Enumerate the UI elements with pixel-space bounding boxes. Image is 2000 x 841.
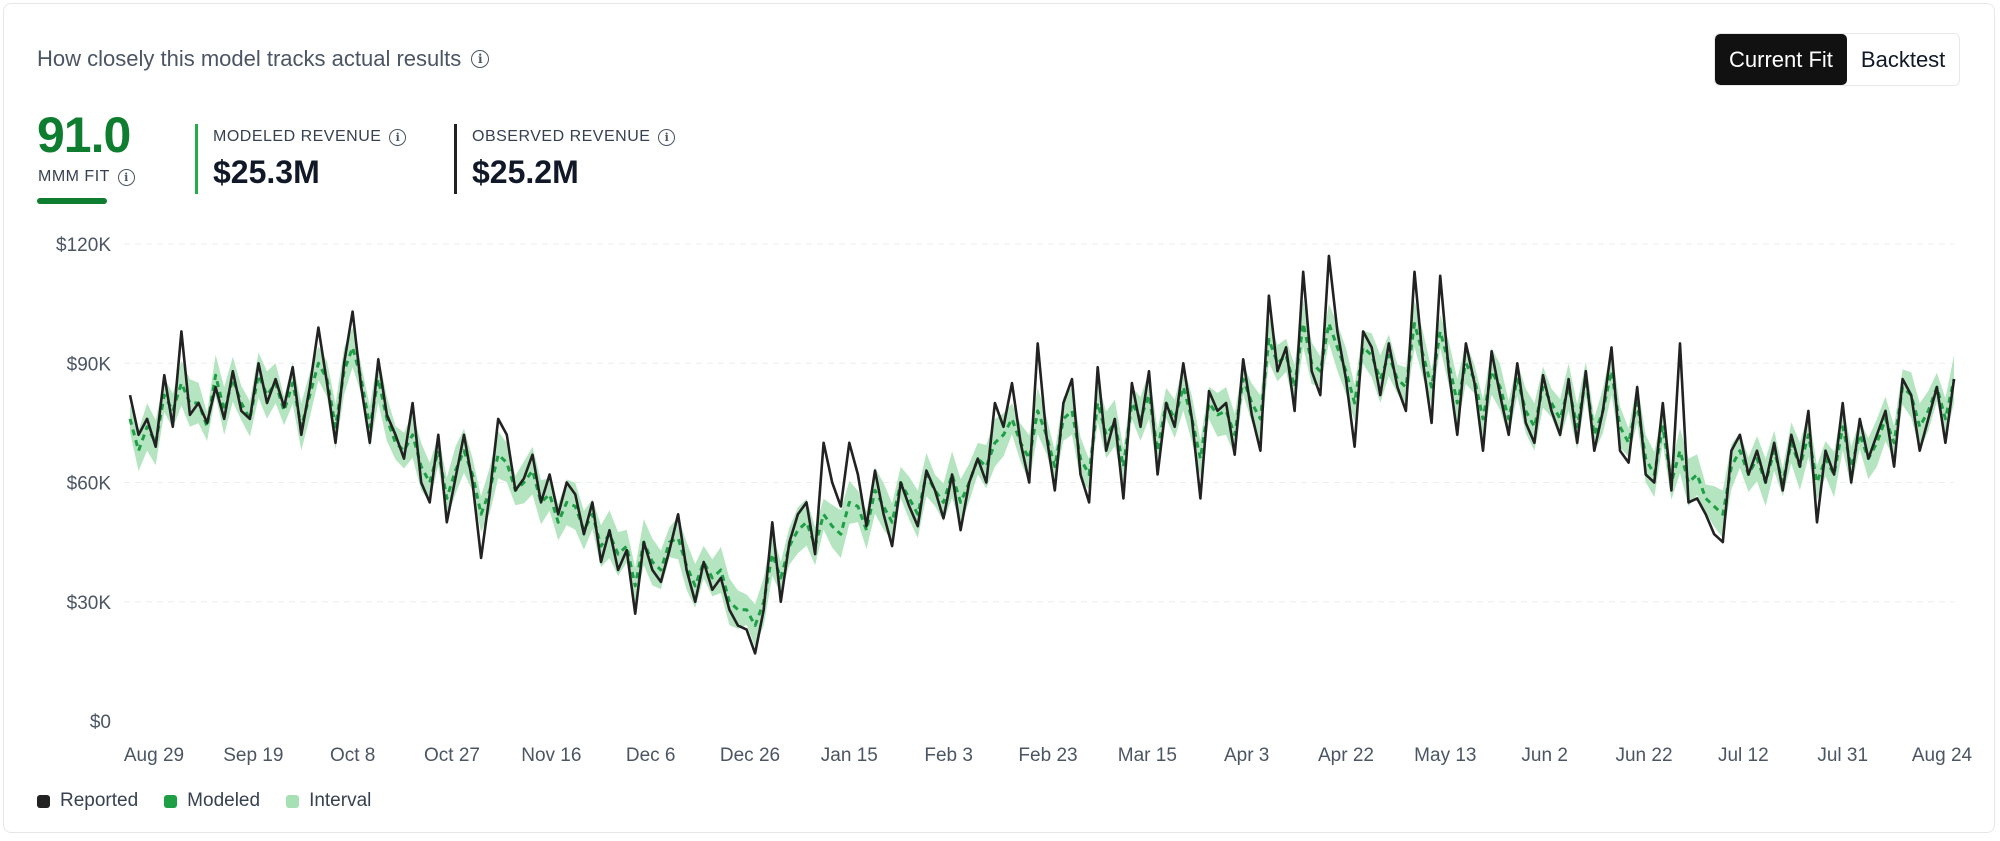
x-tick-label: Feb 3 bbox=[924, 745, 973, 766]
kpi-label-row: MODELED REVENUE i bbox=[213, 128, 407, 146]
x-tick-label: Aug 29 bbox=[124, 745, 184, 766]
x-tick-label: Jul 12 bbox=[1718, 745, 1769, 766]
card-header: How closely this model tracks actual res… bbox=[37, 46, 490, 72]
legend-label: Reported bbox=[60, 790, 139, 811]
x-tick-label: Oct 8 bbox=[330, 745, 375, 766]
kpi-label: MODELED REVENUE bbox=[213, 128, 382, 145]
reported-series-line bbox=[128, 254, 1956, 655]
y-tick-label: $0 bbox=[90, 712, 111, 733]
x-tick-label: Dec 26 bbox=[720, 745, 780, 766]
fit-label-row: MMM FIT i bbox=[38, 168, 135, 186]
x-tick-label: Mar 15 bbox=[1118, 745, 1177, 766]
x-tick-label: Sep 19 bbox=[223, 745, 283, 766]
kpi-value: $25.3M bbox=[213, 154, 320, 190]
y-tick-label: $120K bbox=[56, 235, 111, 256]
x-tick-label: May 13 bbox=[1414, 745, 1476, 766]
legend-item-interval[interactable]: Interval bbox=[286, 790, 371, 812]
fit-score: 91.0 bbox=[37, 107, 131, 163]
x-tick-label: Apr 22 bbox=[1318, 745, 1374, 766]
backtest-button[interactable]: Backtest bbox=[1846, 34, 1960, 85]
chart-legend: Reported Modeled Interval bbox=[37, 790, 371, 812]
kpi-accent-bar bbox=[454, 124, 457, 194]
x-tick-label: Jun 22 bbox=[1615, 745, 1672, 766]
current-fit-button[interactable]: Current Fit bbox=[1715, 34, 1847, 85]
model-fit-card: How closely this model tracks actual res… bbox=[3, 3, 1995, 833]
info-icon[interactable]: i bbox=[658, 128, 676, 146]
info-icon[interactable]: i bbox=[471, 50, 490, 68]
x-tick-label: Nov 16 bbox=[521, 745, 581, 766]
modeled-revenue-kpi: MODELED REVENUE i $25.3M bbox=[195, 124, 407, 194]
x-tick-label: Jul 31 bbox=[1817, 745, 1868, 766]
y-tick-label: $90K bbox=[67, 354, 112, 375]
legend-label: Modeled bbox=[187, 790, 261, 811]
kpi-accent-bar bbox=[195, 124, 198, 194]
fit-label: MMM FIT bbox=[38, 168, 110, 185]
legend-swatch bbox=[286, 794, 300, 808]
revenue-chart: $0 $30K $60K $90K $120K Aug 29 Sep 19 Oct 8 Oct … bbox=[56, 235, 1973, 766]
fit-mode-toggle: Current Fit Backtest bbox=[1714, 33, 1961, 86]
legend-label: Interval bbox=[309, 790, 372, 811]
kpi-value: $25.2M bbox=[472, 154, 579, 190]
x-tick-label: Jun 2 bbox=[1521, 745, 1567, 766]
x-tick-label: Dec 6 bbox=[626, 745, 676, 766]
kpi-label-row: OBSERVED REVENUE i bbox=[472, 128, 676, 146]
info-icon[interactable]: i bbox=[389, 128, 407, 146]
x-tick-label: Jan 15 bbox=[821, 745, 878, 766]
legend-item-modeled[interactable]: Modeled bbox=[164, 790, 260, 812]
info-icon[interactable]: i bbox=[117, 168, 135, 186]
x-tick-label: Apr 3 bbox=[1224, 745, 1269, 766]
y-tick-label: $60K bbox=[67, 474, 112, 495]
kpi-label: OBSERVED REVENUE bbox=[472, 128, 651, 145]
fit-underline bbox=[37, 198, 107, 204]
card-title: How closely this model tracks actual res… bbox=[37, 46, 462, 71]
observed-revenue-kpi: OBSERVED REVENUE i $25.2M bbox=[454, 124, 676, 194]
y-tick-label: $30K bbox=[67, 593, 112, 614]
x-tick-label: Oct 27 bbox=[424, 745, 480, 766]
legend-item-reported[interactable]: Reported bbox=[37, 790, 138, 812]
x-tick-label: Feb 23 bbox=[1018, 745, 1077, 766]
legend-swatch bbox=[37, 794, 50, 808]
x-tick-label: Aug 24 bbox=[1912, 745, 1973, 766]
legend-swatch bbox=[164, 794, 178, 808]
